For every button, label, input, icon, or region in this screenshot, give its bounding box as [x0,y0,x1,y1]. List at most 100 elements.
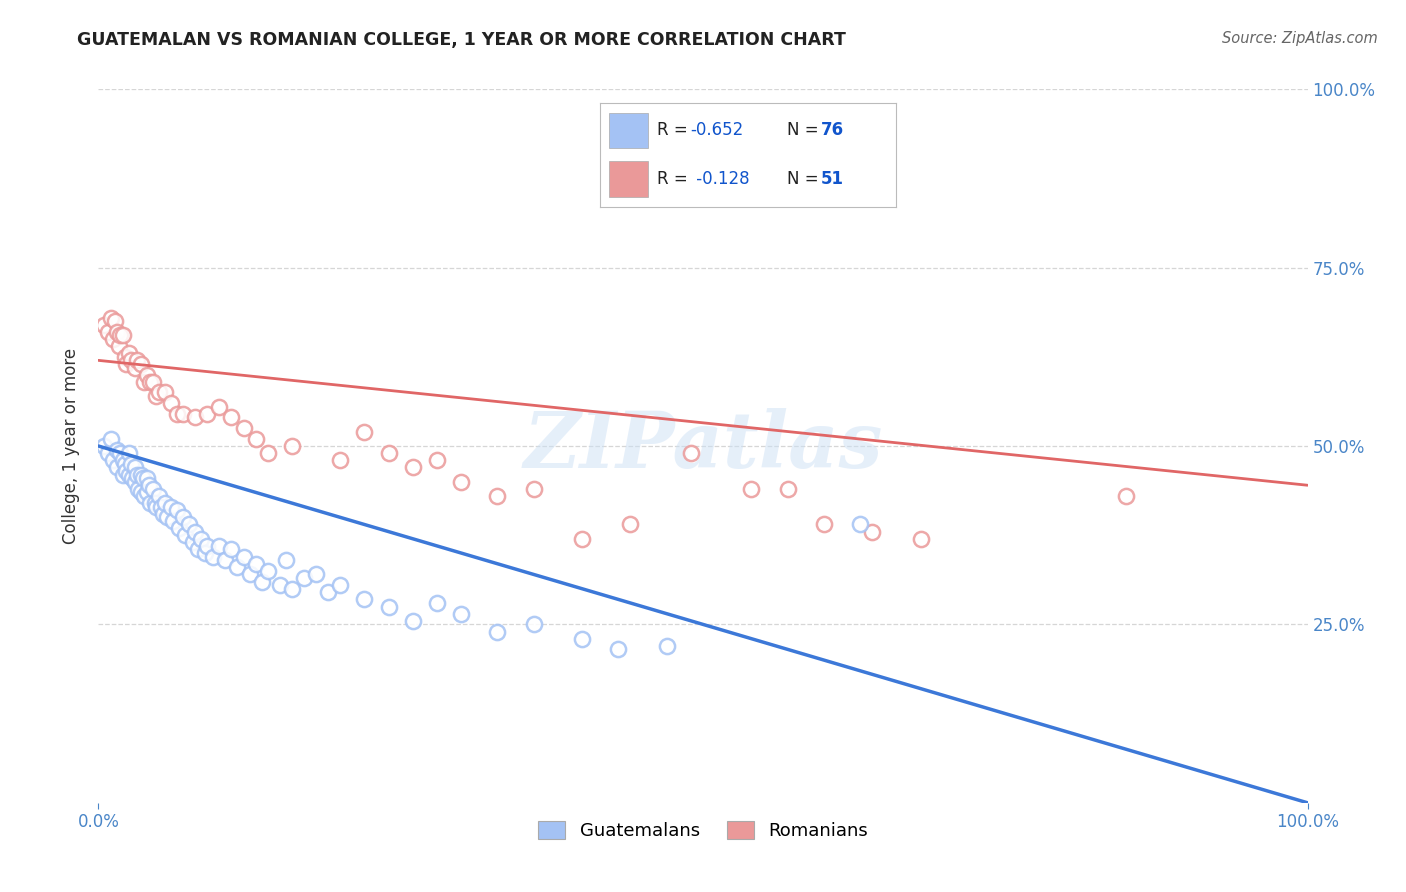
Point [127,482,149,496]
Point [214,553,236,567]
Point [353,425,375,439]
Point [105,442,128,457]
Point [190,532,212,546]
Point [100,432,122,446]
Point [115,464,138,478]
Point [523,617,546,632]
Point [250,574,273,589]
Point [100,310,122,325]
Point [571,632,593,646]
Point [114,350,136,364]
Point [118,346,141,360]
Point [129,467,152,482]
Point [143,496,166,510]
Point [101,332,124,346]
Point [619,517,641,532]
Point [148,489,170,503]
Point [124,360,146,375]
Point [160,396,183,410]
Point [108,339,131,353]
Text: GUATEMALAN VS ROMANIAN COLLEGE, 1 YEAR OR MORE CORRELATION CHART: GUATEMALAN VS ROMANIAN COLLEGE, 1 YEAR O… [77,31,846,49]
Point [860,524,883,539]
Point [353,592,375,607]
Point [142,482,165,496]
Point [202,549,225,564]
Point [134,375,156,389]
Point [127,467,149,482]
Point [139,496,162,510]
Point [93,318,115,332]
Point [232,549,254,564]
Text: ZIPatlas: ZIPatlas [523,408,883,484]
Point [145,389,167,403]
Point [194,546,217,560]
Point [292,571,315,585]
Point [111,467,134,482]
Point [181,535,204,549]
Point [111,328,134,343]
Point [118,446,141,460]
Point [740,482,762,496]
Point [166,503,188,517]
Point [174,528,197,542]
Point [226,560,249,574]
Point [138,478,160,492]
Point [148,385,170,400]
Point [239,567,262,582]
Point [305,567,328,582]
Point [145,500,167,514]
Point [166,407,188,421]
Point [274,553,297,567]
Point [849,517,872,532]
Text: Source: ZipAtlas.com: Source: ZipAtlas.com [1222,31,1378,46]
Point [281,582,304,596]
Point [187,542,209,557]
Point [105,460,128,475]
Point [329,578,352,592]
Point [150,500,173,514]
Point [169,521,191,535]
Point [813,517,835,532]
Point [377,599,399,614]
Point [655,639,678,653]
Point [486,489,509,503]
Point [256,446,278,460]
Point [426,596,449,610]
Point [101,453,124,467]
Point [114,457,136,471]
Point [153,385,176,400]
Point [245,432,267,446]
Point [135,485,157,500]
Point [132,471,155,485]
Point [120,457,142,471]
Point [104,314,127,328]
Point [127,353,149,368]
Point [142,375,165,389]
Point [172,407,194,421]
Point [108,446,131,460]
Point [607,642,630,657]
Point [679,446,702,460]
Point [153,496,176,510]
Point [329,453,352,467]
Point [111,453,134,467]
Point [160,500,183,514]
Point [124,475,146,489]
Point [135,471,157,485]
Point [134,489,156,503]
Point [162,514,184,528]
Point [184,410,207,425]
Point [232,421,254,435]
Point [402,614,425,628]
Point [450,607,472,621]
Point [120,353,142,368]
Point [105,325,128,339]
Point [139,375,162,389]
Point [195,407,218,421]
Point [121,471,143,485]
Point [129,357,152,371]
Point [179,517,201,532]
Point [195,539,218,553]
Point [426,453,449,467]
Point [156,510,179,524]
